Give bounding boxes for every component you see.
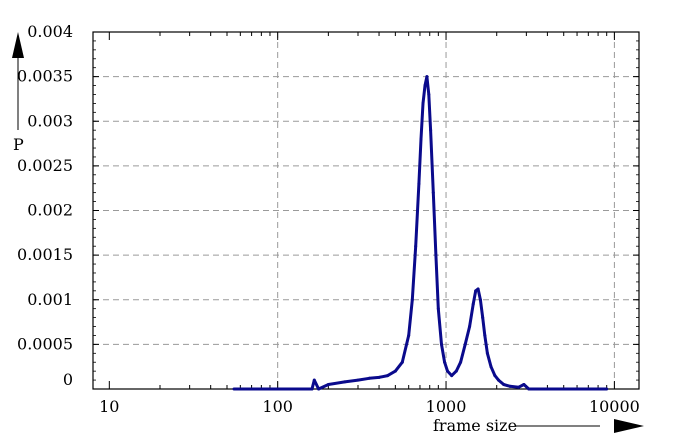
series-point xyxy=(436,307,440,311)
x-tick-label: 1000 xyxy=(426,397,467,416)
y-axis-label: P xyxy=(13,135,24,154)
series-point xyxy=(562,387,566,391)
series-point xyxy=(377,375,381,379)
series-point xyxy=(536,387,540,391)
series-point xyxy=(517,385,521,389)
series-point xyxy=(445,369,449,373)
y-tick-label: 0.0015 xyxy=(17,245,73,264)
series-point xyxy=(527,387,531,391)
x-axis-arrow-head xyxy=(614,419,644,433)
series-point xyxy=(481,316,485,320)
series-point xyxy=(478,298,482,302)
series-point xyxy=(410,298,414,302)
series-point xyxy=(605,387,609,391)
series-point xyxy=(425,75,429,79)
series-point xyxy=(343,380,347,384)
series-point xyxy=(367,376,371,380)
series-point xyxy=(502,383,506,387)
series-point xyxy=(289,387,293,391)
series-point xyxy=(393,369,397,373)
series-point xyxy=(419,137,423,141)
series-line xyxy=(234,75,607,391)
series-point xyxy=(440,342,444,346)
series-point xyxy=(400,360,404,364)
y-tick-label: 0.0005 xyxy=(17,334,73,353)
y-axis-arrow-head xyxy=(12,32,24,58)
series-point xyxy=(485,351,489,355)
x-axis-label: frame size xyxy=(433,416,517,435)
series-point xyxy=(443,360,447,364)
series-point xyxy=(326,383,330,387)
series-point xyxy=(414,244,418,248)
y-tick-label: 0.0025 xyxy=(17,156,73,175)
x-tick-label: 10000 xyxy=(589,397,640,416)
series-point xyxy=(407,333,411,337)
series-point xyxy=(476,287,480,291)
x-tick-label: 100 xyxy=(262,397,293,416)
series-point xyxy=(489,365,493,369)
series-point xyxy=(431,191,435,195)
series-point xyxy=(429,128,433,132)
y-tick-label: 0.001 xyxy=(27,290,73,309)
y-tick-label: 0.002 xyxy=(27,201,73,220)
series-point xyxy=(522,383,526,387)
series-point xyxy=(463,342,467,346)
y-tick-label: 0.003 xyxy=(27,111,73,130)
series-point xyxy=(310,387,314,391)
series-point xyxy=(497,378,501,382)
series-point xyxy=(423,84,427,88)
series-point xyxy=(356,378,360,382)
series-point xyxy=(508,384,512,388)
series-point xyxy=(312,378,316,382)
series-point xyxy=(434,253,438,257)
y-tick-label: 0.004 xyxy=(27,22,73,41)
series-lines xyxy=(232,75,609,391)
series-point xyxy=(459,360,463,364)
series-point xyxy=(232,387,236,391)
series-point xyxy=(417,182,421,186)
x-tick-label: 10 xyxy=(99,397,119,416)
series-point xyxy=(450,374,454,378)
series-point xyxy=(454,369,458,373)
series-point xyxy=(427,92,431,96)
series-point xyxy=(586,387,590,391)
tick-labels: 0 0.0005 0.001 0.0015 0.002 0.0025 0.003 0.0035… xyxy=(17,22,640,416)
series-point xyxy=(386,374,390,378)
series-point xyxy=(493,374,497,378)
y-tick-label: 0.0035 xyxy=(17,67,73,86)
series-point xyxy=(471,302,475,306)
y-tick-label: 0 xyxy=(63,370,73,389)
series-point xyxy=(317,387,321,391)
series-point xyxy=(468,325,472,329)
series-point xyxy=(483,333,487,337)
series-point xyxy=(474,289,478,293)
grid-lines xyxy=(93,32,639,389)
series-point xyxy=(421,101,425,105)
